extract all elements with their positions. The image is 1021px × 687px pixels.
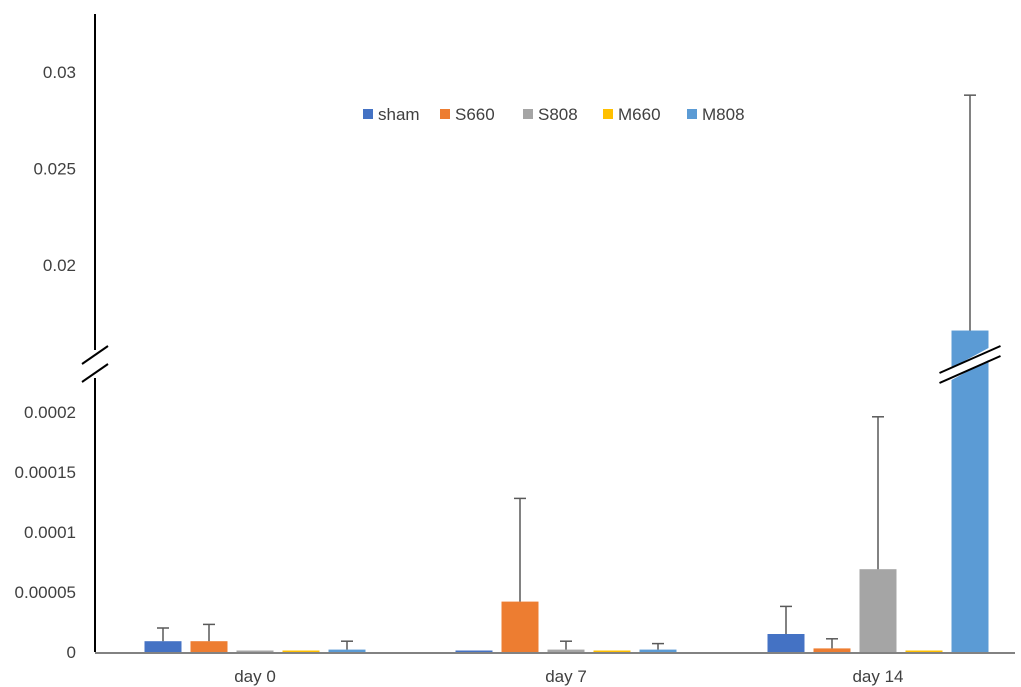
legend-swatch (363, 109, 373, 119)
y-axis-break-mark (81, 345, 109, 365)
bar-break-mark (939, 355, 1001, 384)
y-tick-label: 0.025 (33, 160, 76, 179)
legend-label: M808 (702, 105, 745, 124)
bar (547, 649, 585, 652)
legend: sham S660 S808 M660 M808 (363, 105, 745, 124)
x-category-label: day 14 (852, 667, 903, 686)
bar (905, 650, 943, 652)
bar (501, 601, 539, 652)
bar (236, 650, 274, 652)
legend-label: sham (378, 105, 420, 124)
y-tick-label: 0.03 (43, 63, 76, 82)
bar (144, 641, 182, 652)
axes (81, 14, 1015, 654)
bar-lower-part (951, 360, 989, 652)
bar (813, 648, 851, 652)
legend-label: S808 (538, 105, 578, 124)
bar (767, 634, 805, 652)
error-bars (157, 94, 976, 650)
bar (190, 641, 228, 652)
x-axis-category-labels: day 0 day 7 day 14 (234, 667, 903, 686)
y-tick-label: 0.00005 (15, 583, 76, 602)
bar (328, 649, 366, 652)
bar-break-mark (939, 345, 1001, 374)
legend-swatch (603, 109, 613, 119)
bar (639, 649, 677, 652)
y-tick-label: 0.02 (43, 256, 76, 275)
bars (144, 330, 1001, 652)
legend-swatch (440, 109, 450, 119)
bar (859, 569, 897, 652)
y-axis-break-mark (81, 363, 109, 383)
bar (455, 650, 493, 652)
y-tick-label: 0.0002 (24, 403, 76, 422)
bar-upper-part (951, 330, 989, 368)
legend-label: S660 (455, 105, 495, 124)
bar (282, 650, 320, 652)
y-axis-tick-labels: 0 0.00005 0.0001 0.00015 0.0002 0.02 0.025 0.03 (15, 63, 76, 662)
x-category-label: day 7 (545, 667, 587, 686)
legend-swatch (687, 109, 697, 119)
x-category-label: day 0 (234, 667, 276, 686)
y-tick-label: 0.0001 (24, 523, 76, 542)
bar (593, 650, 631, 652)
y-tick-label: 0.00015 (15, 463, 76, 482)
y-tick-label: 0 (67, 643, 76, 662)
legend-label: M660 (618, 105, 661, 124)
legend-swatch (523, 109, 533, 119)
